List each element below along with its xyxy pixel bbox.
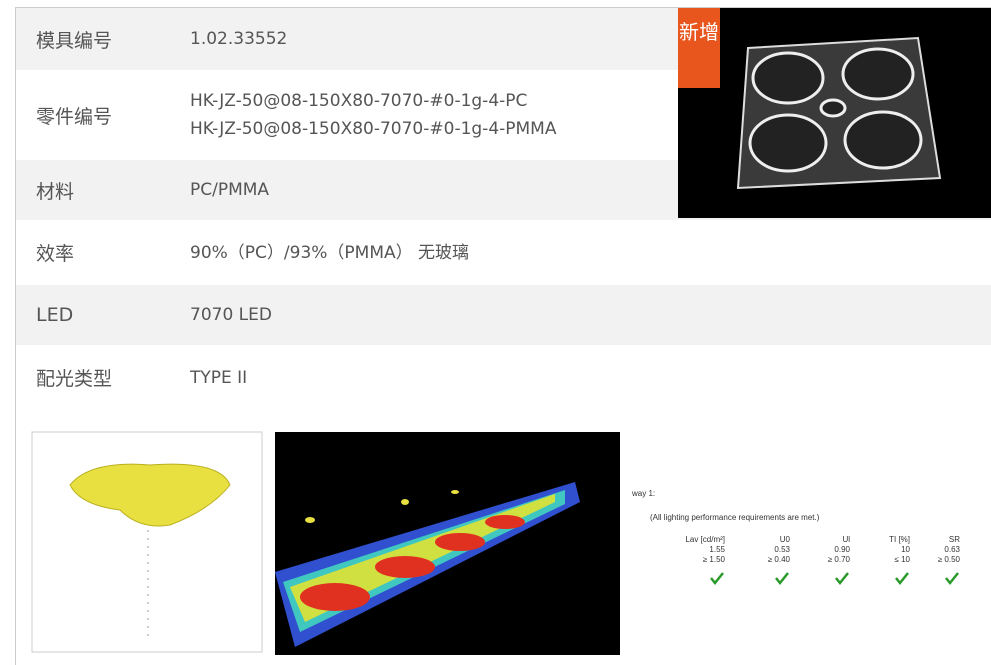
result-cell: 0.90 [834,545,850,554]
row-value: 1.02.33552 [190,25,287,53]
result-cell: 0.63 [944,545,960,554]
row-value: HK-JZ-50@08-150X80-7070-#0-1g-4-PC HK-JZ-… [190,87,556,143]
row-label: 零件编号 [36,105,113,128]
illuminance-render [275,432,620,655]
result-cell: U0 [780,535,791,544]
left-border [15,8,16,665]
value-line: PC/PMMA [190,180,270,200]
check-mark [895,572,909,586]
table-row: 效率 90%（PC）/93%（PMMA） 无玻璃 [16,220,991,285]
row-label: LED [36,304,74,326]
row-label: 材料 [36,180,75,203]
value-line: 90%（PC）/93%（PMMA） 无玻璃 [190,242,470,263]
table-row: 零件编号 HK-JZ-50@08-150X80-7070-#0-1g-4-PC HK… [16,70,991,160]
value-line: TYPE II [190,367,248,388]
result-cell: ≤ 10 [894,555,910,564]
row-value: TYPE II [190,364,247,392]
result-cell: ≥ 0.50 [938,555,961,564]
value-line: HK-JZ-50@08-150X80-7070-#0-1g-4-PMMA [190,119,557,139]
new-badge: 新增 [678,8,720,88]
value-line: 7070 LED [190,305,272,325]
result-cell: ≥ 1.50 [703,555,726,564]
result-cell: ≥ 0.70 [828,555,851,564]
check-mark [775,572,789,586]
value-line: HK-JZ-50@08-150X80-7070-#0-1g-4-PC [190,91,528,111]
result-cell: TI [%] [889,535,910,544]
table-row: 配光类型 TYPE II [16,345,991,410]
table-row: LED 7070 LED [16,285,991,345]
check-mark [835,572,849,586]
row-label: 效率 [36,243,75,265]
result-cell: Ul [842,535,850,544]
top-border [15,7,991,8]
result-cell: SR [949,535,960,544]
result-table: way 1: (All lighting performance requirem… [631,489,961,586]
result-cell: 0.53 [774,545,790,554]
product-image [678,8,991,218]
result-cell: 1.55 [709,545,725,554]
result-title: way 1: [631,489,655,498]
result-note: (All lighting performance requirements a… [650,513,820,522]
check-mark [945,572,959,586]
row-label: 配光类型 [36,368,113,390]
value-line: 1.02.33552 [190,29,288,49]
result-cell: 10 [901,545,910,554]
row-value: PC/PMMA [190,176,269,204]
polar-diagram [31,431,263,653]
row-value: 7070 LED [190,301,272,329]
check-mark [710,572,724,586]
result-cell: Lav [cd/m²] [685,535,725,544]
row-value: 90%（PC）/93%（PMMA） 无玻璃 [190,239,469,267]
result-cell: ≥ 0.40 [768,555,791,564]
row-label: 模具编号 [36,29,113,52]
